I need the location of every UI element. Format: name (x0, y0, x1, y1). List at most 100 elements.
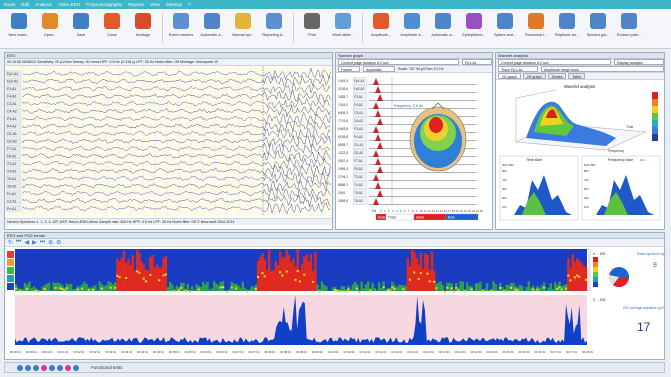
toolbar-button-5[interactable]: Event markers (166, 9, 196, 47)
record-button[interactable] (41, 364, 47, 371)
spectra-tick: 13 (432, 209, 435, 213)
toolbar-button-17[interactable]: Rhythmic an... (552, 9, 582, 47)
spectra-method-select[interactable]: Fourier (338, 66, 360, 72)
mini-plot-max: MAX 862 (584, 163, 596, 167)
toolbar-icon-13 (435, 13, 451, 29)
toolbar-label: Manual spi... (232, 33, 254, 37)
toolbar-button-16[interactable]: Functional t... (521, 9, 551, 47)
toolbar-label: New exam... (8, 33, 30, 37)
toolbar-icon-4 (135, 13, 151, 29)
wavelet-tab-3[interactable]: Table (568, 73, 585, 79)
stop-button[interactable] (49, 364, 55, 371)
menu-item-reports[interactable]: Reports (128, 2, 145, 7)
wavelet-tab-0[interactable]: 2D graph (498, 73, 521, 79)
step-forward-button[interactable] (57, 364, 63, 371)
forward-button[interactable] (73, 364, 79, 371)
spectra-peak (375, 158, 381, 165)
time-tick: 00:03:01 (105, 350, 116, 354)
menu-item-video-eeg[interactable]: Video EEG (58, 2, 81, 7)
wavelet-trace-select[interactable]: Trace Fp1-A1 (498, 66, 538, 72)
toolbar-button-10[interactable]: Work table... (328, 9, 358, 47)
wavelet-display-select[interactable]: Display analysis (614, 59, 664, 65)
menu-item-exam[interactable]: Exam (4, 2, 16, 7)
toolbar-button-11[interactable]: Amplitude... (366, 9, 396, 47)
toolbar-button-12[interactable]: Amplitude a... (397, 9, 427, 47)
trends-chart[interactable]: 0 ... 100 Power spectrum by rhythms 8 0 ...… (5, 247, 671, 359)
toolbar-button-0[interactable]: New exam... (4, 9, 34, 47)
time-tick: 00:05:01 (169, 350, 180, 354)
toolbar-button-7[interactable]: Manual spi... (228, 9, 258, 47)
channel-label-text: C4-A2 (7, 110, 17, 114)
next-icon[interactable]: ▶ (32, 240, 37, 246)
toolbar-button-6[interactable]: Automatic a... (197, 9, 227, 47)
mini-plot-tick: 300 (584, 196, 589, 200)
last-page-icon[interactable]: ⏭ (39, 239, 46, 245)
spectra-auto-select[interactable]: Automatic (363, 66, 395, 72)
zoom-icon[interactable]: ⊕ (48, 240, 54, 246)
settings-icon[interactable]: ⚙ (56, 240, 62, 246)
toolbar-icon-10 (335, 13, 351, 29)
first-page-icon[interactable]: ⏮ (16, 239, 22, 245)
toolbar-button-9[interactable]: Print (297, 9, 327, 47)
toolbar-label: Amplitude... (370, 33, 392, 37)
toolbar-button-1[interactable]: Open... (35, 9, 65, 47)
time-tick: 00:01:01 (42, 350, 53, 354)
mini-plot-tick: 800 (502, 169, 507, 173)
rewind-button[interactable] (17, 364, 23, 371)
eeg-traces[interactable]: Fp1-A1 Fp2-A2 F3-A1 F4-A2 C3-A1 C4-A2 P3-A1 P4-… (5, 66, 332, 216)
spectra-duration-select[interactable]: Current page duration 8.2 sec (338, 59, 459, 65)
eeg-trace (22, 193, 331, 207)
eeg-trace (22, 67, 331, 81)
wavelet-tab-2[interactable]: Scales (547, 73, 567, 79)
spectra-peak (375, 134, 381, 141)
mini-plot-select[interactable]: 0.4 - ... (640, 158, 649, 162)
prev-icon[interactable]: ◀ (24, 240, 30, 246)
refresh-icon[interactable]: ↻ (8, 240, 14, 246)
toolbar-button-2[interactable]: Save (66, 9, 96, 47)
toolbar-button-14[interactable]: Epileptiform... (459, 9, 489, 47)
spectra-trace-select[interactable]: Fp1-A1 (462, 59, 492, 65)
menu-item-settings[interactable]: Settings (165, 2, 182, 7)
toolbar-button-19[interactable]: Evoked pote... (614, 9, 644, 47)
toolbar-button-4[interactable]: Montage (128, 9, 158, 47)
channel-label-text: O1-A1 (7, 132, 17, 136)
menu-item-polysomnography[interactable]: Polysomnography (86, 2, 123, 7)
time-tick: 00:13:01 (423, 350, 434, 354)
mini-plot-tick: 100 (584, 205, 589, 209)
wavelet-range-select[interactable]: Amplitude range tools (541, 66, 664, 72)
channel-label-text: F3-A1 (7, 87, 16, 91)
eeg-trace (22, 164, 331, 178)
toolbar-icon-16 (528, 13, 544, 29)
toolbar-label: Spikes and... (494, 33, 516, 37)
toolbar-button-15[interactable]: Spikes and... (490, 9, 520, 47)
toolbar-button-18[interactable]: Spectra gra... (583, 9, 613, 47)
channel-label-text: T3-A1 (7, 162, 16, 166)
marker-button[interactable] (65, 364, 71, 371)
spectra-tick: 3 (392, 209, 394, 213)
menu-item-edit[interactable]: Edit (21, 2, 30, 7)
functional-tests-label[interactable]: Functional tests (91, 365, 123, 370)
amplitude-value: 17 (637, 320, 651, 334)
toolbar-button-8[interactable]: Reporting &... (259, 9, 289, 47)
toolbar-label: Print (308, 33, 316, 37)
channel-label (5, 85, 22, 92)
time-tick: 00:04:01 (137, 350, 148, 354)
play-button[interactable] (33, 364, 39, 371)
toolbar-button-3[interactable]: Close (97, 9, 127, 47)
menu-item-view[interactable]: View (150, 2, 160, 7)
wavelet-duration-select[interactable]: Current page duration 8.2 sec (498, 59, 611, 65)
time-tick: 00:05:31 (185, 350, 196, 354)
step-back-button[interactable] (25, 364, 31, 371)
time-tick: 00:11:31 (375, 350, 386, 354)
spectra-tick: 15 (440, 209, 443, 213)
menu-item-analysis[interactable]: Analysis (35, 2, 53, 7)
toolbar-button-13[interactable]: Automatic a... (428, 9, 458, 47)
wavelet-tab-1[interactable]: 2D graph (522, 73, 546, 79)
toolbar-label: Spectra gra... (586, 33, 610, 37)
wavelet-colorbar (652, 92, 658, 99)
spectra-tick: 7 (408, 209, 410, 213)
spectra-chart[interactable]: 1445.5 Fp1-A1 2126.6 Fp2-A2 1835.7 F3-A1 1316.… (336, 73, 492, 223)
wavelet-chart[interactable]: Wavelet analysis Frequency Time Time slice M… (496, 80, 664, 223)
spectra-channel-box (352, 85, 368, 93)
menu-item--[interactable]: ? (187, 2, 191, 7)
